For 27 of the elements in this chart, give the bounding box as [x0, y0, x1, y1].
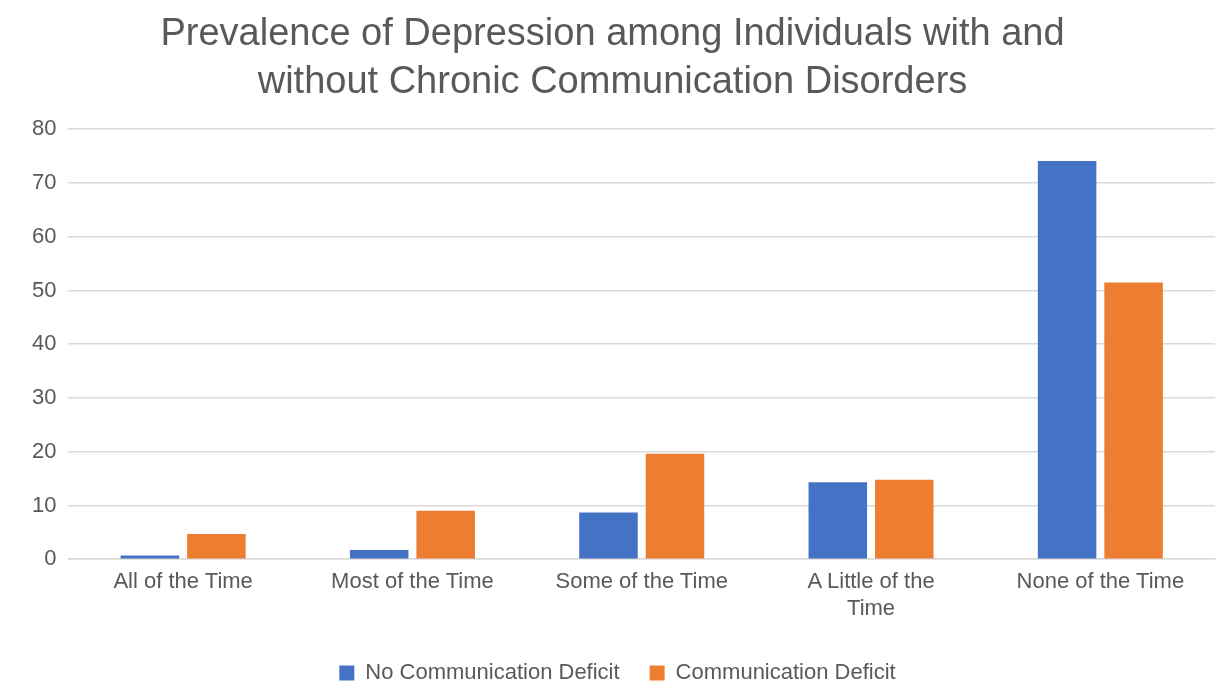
bar	[1104, 282, 1163, 559]
chart-title: Prevalence of Depression among Individuals with and without Chronic Communication Disorders	[159, 10, 1066, 103]
y-tick-label: 20	[31, 437, 57, 463]
x-tick-label: Most of the Time	[331, 568, 494, 594]
y-tick-label: 30	[31, 384, 57, 410]
x-tick-label: All of the Time	[113, 568, 253, 594]
y-tick-label: 40	[31, 330, 57, 356]
x-tick-label: Some of the Time	[555, 568, 728, 594]
y-tick-label: 0	[44, 545, 57, 571]
y-tick-label: 50	[31, 276, 57, 302]
bar	[120, 555, 180, 559]
bar	[875, 479, 934, 559]
bar	[349, 550, 409, 559]
bar	[808, 482, 868, 559]
x-tick-label: None of the Time	[1016, 568, 1185, 594]
y-tick-label: 80	[31, 115, 57, 141]
x-tick-label: A Little of the Time	[807, 568, 935, 620]
bar	[579, 512, 638, 559]
y-tick-label: 60	[31, 222, 57, 248]
bar	[1037, 160, 1097, 559]
bar	[187, 533, 246, 559]
bar	[416, 510, 475, 559]
legend-label: Communication Deficit	[675, 659, 896, 685]
bar	[645, 453, 705, 559]
legend-label: No Communication Deficit	[365, 659, 620, 685]
y-tick-label: 70	[31, 169, 57, 195]
y-tick-label: 10	[31, 491, 57, 517]
